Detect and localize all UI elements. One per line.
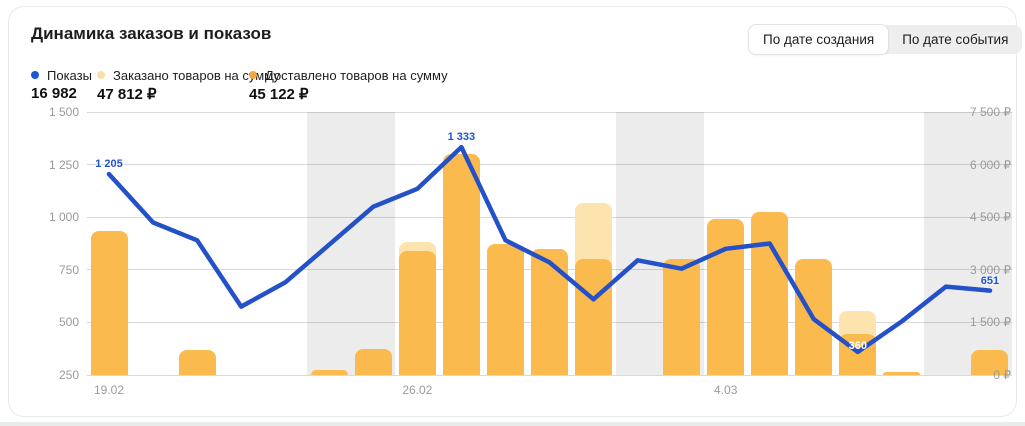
point-label: 360: [848, 339, 868, 352]
gridline: [87, 111, 1012, 113]
point-label: 651: [980, 274, 1000, 287]
legend-label: Показы: [47, 67, 92, 83]
bar-delivered: [663, 259, 701, 375]
bar-delivered: [442, 154, 480, 375]
y-axis-label-right: 0 ₽: [993, 368, 1011, 382]
next-card-divider: [0, 422, 1025, 426]
legend-label: Доставлено товаров на сумму: [265, 67, 448, 83]
bar-delivered: [90, 231, 128, 375]
orders-impressions-card: Динамика заказов и показов По дате созда…: [8, 6, 1023, 417]
gridline: [87, 374, 1012, 376]
bar-delivered: [178, 350, 216, 375]
toggle-option-by-creation-date[interactable]: По дате создания: [748, 24, 890, 55]
legend-item-impressions: Показы 16 982: [31, 68, 92, 102]
impressions-line: [106, 144, 993, 355]
bar-delivered: [971, 350, 1009, 375]
combo-chart-plot: 1 500 1 250 1 000 750 500 250 7 500 ₽ 6 000 ₽ 4 …: [49, 105, 1012, 397]
bar-delivered: [354, 348, 392, 375]
y-axis-label-right: 3 000 ₽: [970, 262, 1011, 277]
impressions-dot-icon: [31, 71, 39, 79]
legend-value: 47 812 ₽: [97, 86, 157, 103]
legend-label: Заказано товаров на сумму: [113, 67, 280, 83]
point-label: 1 333: [447, 131, 476, 144]
legend-value: 45 122 ₽: [249, 86, 309, 103]
y-axis-label-left: 750: [58, 262, 79, 277]
toggle-option-by-event-date[interactable]: По дате события: [902, 32, 1009, 47]
weekend-band: [307, 112, 396, 375]
bar-delivered: [398, 250, 436, 375]
y-axis-label-right: 4 500 ₽: [970, 210, 1011, 225]
x-axis-label: 4.03: [714, 383, 738, 397]
bar-delivered: [707, 218, 745, 375]
y-axis-label-left: 500: [58, 315, 79, 330]
bar-delivered: [310, 369, 348, 375]
date-mode-toggle: По дате создания По дате события: [748, 24, 1023, 55]
delivered-dot-icon: [249, 71, 257, 79]
point-label: 1 205: [95, 158, 123, 171]
y-axis-label-right: 7 500 ₽: [970, 105, 1011, 119]
y-axis-label-right: 1 500 ₽: [970, 315, 1011, 330]
bar-delivered: [530, 248, 569, 375]
bar-delivered: [751, 211, 789, 375]
legend-item-delivered: Доставлено товаров на сумму 45 122 ₽: [249, 68, 448, 103]
bar-delivered: [883, 372, 921, 375]
y-axis-label-left: 1 250: [48, 157, 79, 172]
ordered-dot-icon: [97, 71, 105, 79]
gridline: [87, 216, 1012, 218]
gridline: [87, 164, 1012, 166]
weekend-band: [923, 112, 1012, 375]
x-axis-label: 26.02: [402, 383, 433, 397]
bar-delivered: [486, 243, 524, 375]
legend-item-ordered: Заказано товаров на сумму 47 812 ₽: [97, 68, 280, 103]
y-axis-label-left: 1 000: [48, 210, 79, 225]
x-axis-label: 19.02: [94, 383, 125, 397]
page-title: Динамика заказов и показов: [31, 24, 272, 43]
y-axis-label-left: 250: [58, 368, 79, 382]
bar-delivered: [575, 259, 613, 375]
y-axis-label-right: 6 000 ₽: [970, 157, 1011, 172]
y-axis-label-left: 1 500: [48, 105, 79, 119]
legend-value: 16 982: [31, 85, 77, 102]
